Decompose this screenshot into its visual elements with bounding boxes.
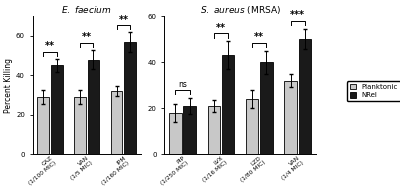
Bar (222, 55, 234, 154)
Bar (208, 106, 220, 154)
Bar (246, 99, 258, 154)
Title: $\it{S.}$ $\it{aureus}$ (MRSA): $\it{S.}$ $\it{aureus}$ (MRSA) (200, 4, 281, 16)
Text: ns: ns (178, 80, 187, 89)
Bar (299, 39, 311, 154)
Text: **: ** (118, 15, 128, 25)
Bar (124, 42, 136, 154)
Text: **: ** (254, 32, 264, 42)
Bar (51, 65, 63, 154)
Title: $\it{E.}$ $\it{faecium}$: $\it{E.}$ $\it{faecium}$ (61, 4, 112, 15)
Bar (37, 97, 49, 154)
Text: ***: *** (290, 10, 305, 20)
Text: **: ** (45, 41, 55, 51)
Legend: Planktonic, NRel: Planktonic, NRel (347, 81, 400, 101)
Bar (284, 81, 297, 154)
Bar (111, 91, 122, 154)
Bar (88, 59, 99, 154)
Y-axis label: Percent Killing: Percent Killing (4, 58, 13, 113)
Bar (169, 113, 182, 154)
Bar (74, 97, 86, 154)
Text: **: ** (82, 32, 92, 42)
Bar (184, 106, 196, 154)
Bar (260, 62, 272, 154)
Text: **: ** (216, 23, 226, 33)
